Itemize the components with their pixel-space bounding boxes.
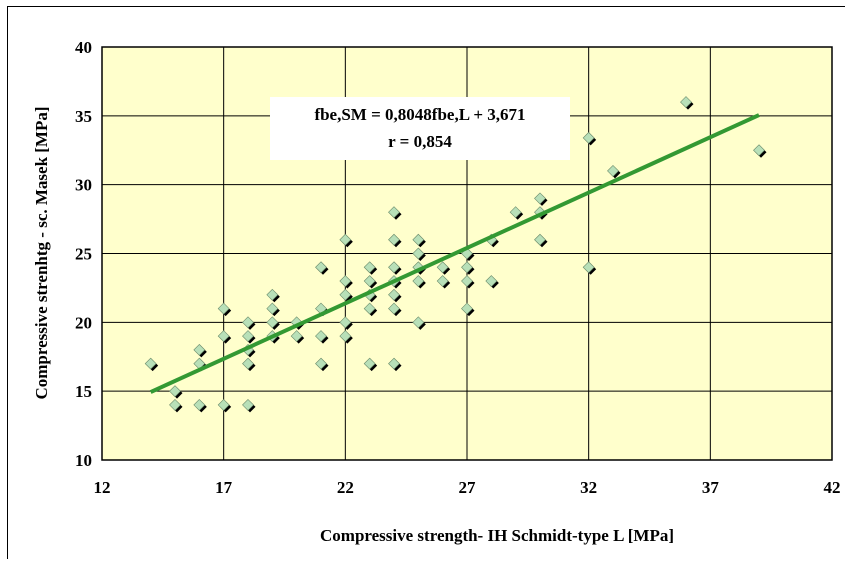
data-point (388, 206, 402, 220)
data-point (266, 302, 280, 317)
data-point (388, 261, 402, 275)
data-point (388, 233, 402, 248)
data-point (412, 233, 426, 248)
x-tick-label: 17 (215, 478, 233, 497)
data-point (193, 343, 207, 358)
x-tick-label: 37 (702, 478, 720, 497)
data-point (509, 206, 524, 220)
data-point (315, 330, 329, 344)
x-tick-label: 27 (459, 478, 477, 497)
y-tick-label: 20 (75, 313, 92, 332)
y-tick-label: 15 (75, 382, 92, 401)
data-point (436, 275, 451, 289)
y-tick-label: 40 (75, 38, 92, 57)
x-tick-label: 22 (337, 478, 354, 497)
data-point (266, 316, 280, 330)
data-point (315, 261, 329, 275)
data-point (193, 399, 207, 413)
data-point (680, 96, 694, 110)
data-point (363, 275, 378, 289)
data-point (412, 247, 426, 261)
data-point (242, 399, 256, 413)
data-point (388, 357, 402, 372)
y-axis-title: Compressive strenhtg - sc. Masek [MPa] (32, 106, 51, 399)
x-axis-ticks: 12 17 22 27 32 37 42 (94, 478, 841, 497)
y-axis-ticks: 10 15 20 25 30 35 40 (75, 38, 92, 470)
data-point (412, 275, 426, 289)
x-tick-label: 42 (824, 478, 841, 497)
data-point (582, 131, 597, 146)
data-point (436, 261, 451, 275)
data-point (534, 233, 548, 248)
plot-border (101, 46, 833, 461)
data-point (169, 385, 183, 399)
data-point (461, 275, 475, 289)
data-point (461, 261, 475, 275)
data-point (144, 357, 159, 372)
data-point (412, 316, 426, 330)
chart-frame (7, 6, 845, 559)
data-point (339, 275, 353, 289)
equation-line-1: fbe,SM = 0,8048fbe,L + 3,671 (314, 105, 525, 124)
equation-box (270, 97, 570, 160)
data-point (339, 233, 353, 248)
data-point (315, 357, 329, 372)
data-point (388, 288, 402, 303)
data-point (363, 261, 378, 275)
data-point (266, 288, 280, 303)
data-point (363, 357, 378, 372)
y-tick-label: 10 (75, 451, 92, 470)
y-tick-label: 35 (75, 107, 92, 126)
x-axis-title: Compressive strength- IH Schmidt-type L … (320, 526, 674, 545)
data-point (242, 330, 256, 344)
data-point (242, 316, 256, 330)
y-tick-label: 25 (75, 245, 92, 264)
data-point (290, 330, 305, 344)
data-point (388, 302, 402, 317)
y-tick-label: 30 (75, 176, 92, 195)
x-tick-label: 12 (94, 478, 111, 497)
data-point (242, 357, 256, 372)
data-point (582, 261, 597, 275)
data-point (339, 316, 353, 330)
data-point (169, 399, 183, 413)
x-tick-label: 32 (580, 478, 597, 497)
data-point (534, 192, 548, 206)
trend-line (149, 113, 760, 394)
data-point (339, 330, 353, 344)
data-point (217, 330, 232, 344)
equation-line-2: r = 0,854 (388, 132, 452, 151)
data-point (461, 302, 475, 317)
data-point (607, 164, 621, 179)
data-point (485, 275, 499, 289)
data-point (753, 144, 767, 158)
data-point (217, 399, 232, 413)
data-point (217, 302, 232, 317)
data-point (363, 302, 378, 317)
